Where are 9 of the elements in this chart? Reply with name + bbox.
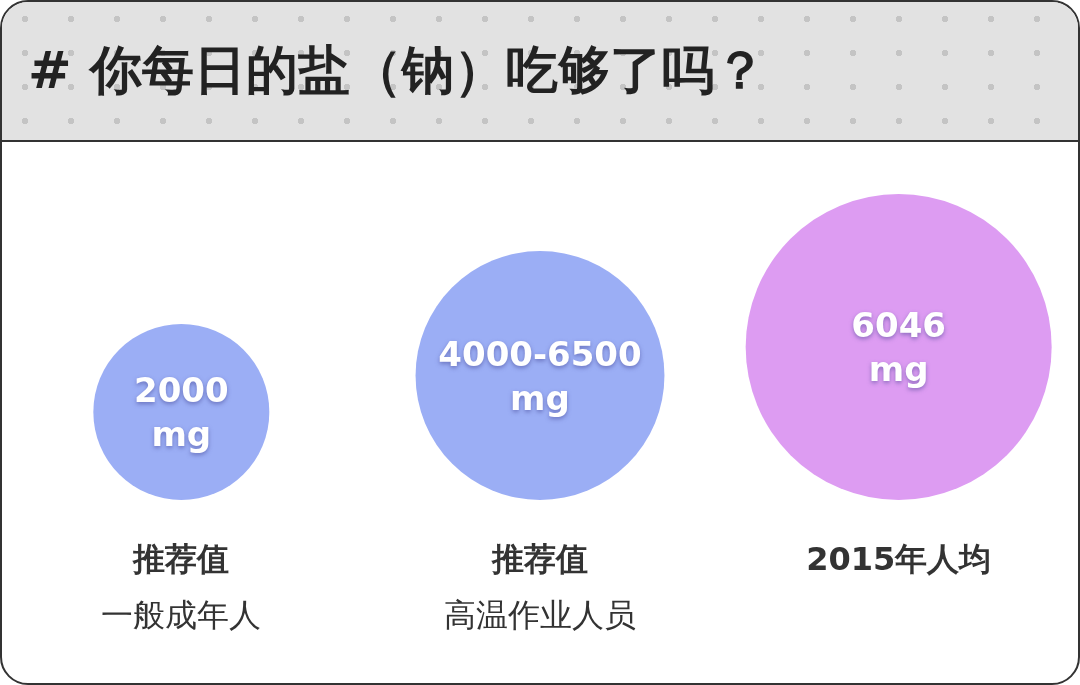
category-label: 推荐值 [491, 540, 588, 578]
data-label: 4000-6500 mg [438, 333, 642, 418]
text: 高温作业人员 [444, 596, 636, 634]
text: # 你每日的盐（钠）吃够了吗？ [28, 39, 766, 102]
text: 一般成年人 [101, 596, 262, 634]
category-label: 2015年人均 [806, 540, 992, 578]
data-label: 6046 mg [851, 305, 946, 389]
category-label: 推荐值 [132, 540, 230, 578]
data-label: 2000 mg [134, 370, 229, 454]
